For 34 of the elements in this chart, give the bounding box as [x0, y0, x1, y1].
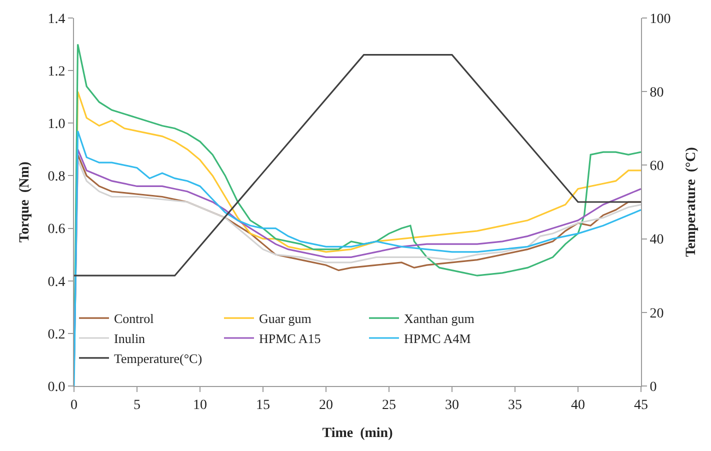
y-tick-label: 1.0	[48, 117, 66, 132]
x-tick-label: 10	[193, 398, 207, 413]
legend-label: Inulin	[114, 331, 146, 346]
x-tick-label: 35	[508, 398, 522, 413]
y2-tick-label: 60	[650, 159, 664, 174]
legend-label: Guar gum	[259, 311, 312, 326]
x-tick-label: 25	[382, 398, 396, 413]
y2-tick-label: 20	[650, 306, 664, 322]
x-axis-title: Time (min)	[322, 426, 394, 442]
y-tick-label: 0.8	[48, 170, 66, 185]
legend-label: Control	[114, 311, 154, 326]
y2-tick-label: 80	[650, 86, 664, 100]
x-tick-label: 30	[445, 398, 459, 413]
legend-label: Xanthan gum	[404, 311, 474, 326]
y-axis-title: Torque (Nm)	[17, 161, 32, 242]
x-tick-label: 45	[634, 398, 648, 413]
y2-axis-title: Temperature (°C)	[684, 146, 700, 257]
legend-label: HPMC A15	[259, 331, 321, 346]
y-tick-label: 0.6	[48, 222, 66, 238]
y-tick-label: 0.2	[48, 327, 66, 342]
y-tick-label: 0.0	[48, 380, 66, 395]
y2-tick-label: 40	[650, 232, 664, 248]
x-tick-label: 0	[70, 398, 78, 413]
y-tick-label: 1.2	[48, 64, 66, 80]
x-tick-label: 20	[319, 398, 333, 413]
y2-tick-label: 0	[650, 380, 657, 395]
x-tick-label: 40	[571, 398, 585, 413]
y-tick-label: 1.4	[48, 12, 66, 27]
legend-label: HPMC A4M	[404, 331, 472, 346]
y2-tick-label: 100	[650, 12, 671, 27]
legend-label: Temperature(°C)	[114, 350, 202, 366]
x-tick-label: 5	[134, 398, 140, 413]
y-tick-label: 0.4	[48, 274, 66, 290]
x-tick-label: 15	[256, 398, 270, 413]
